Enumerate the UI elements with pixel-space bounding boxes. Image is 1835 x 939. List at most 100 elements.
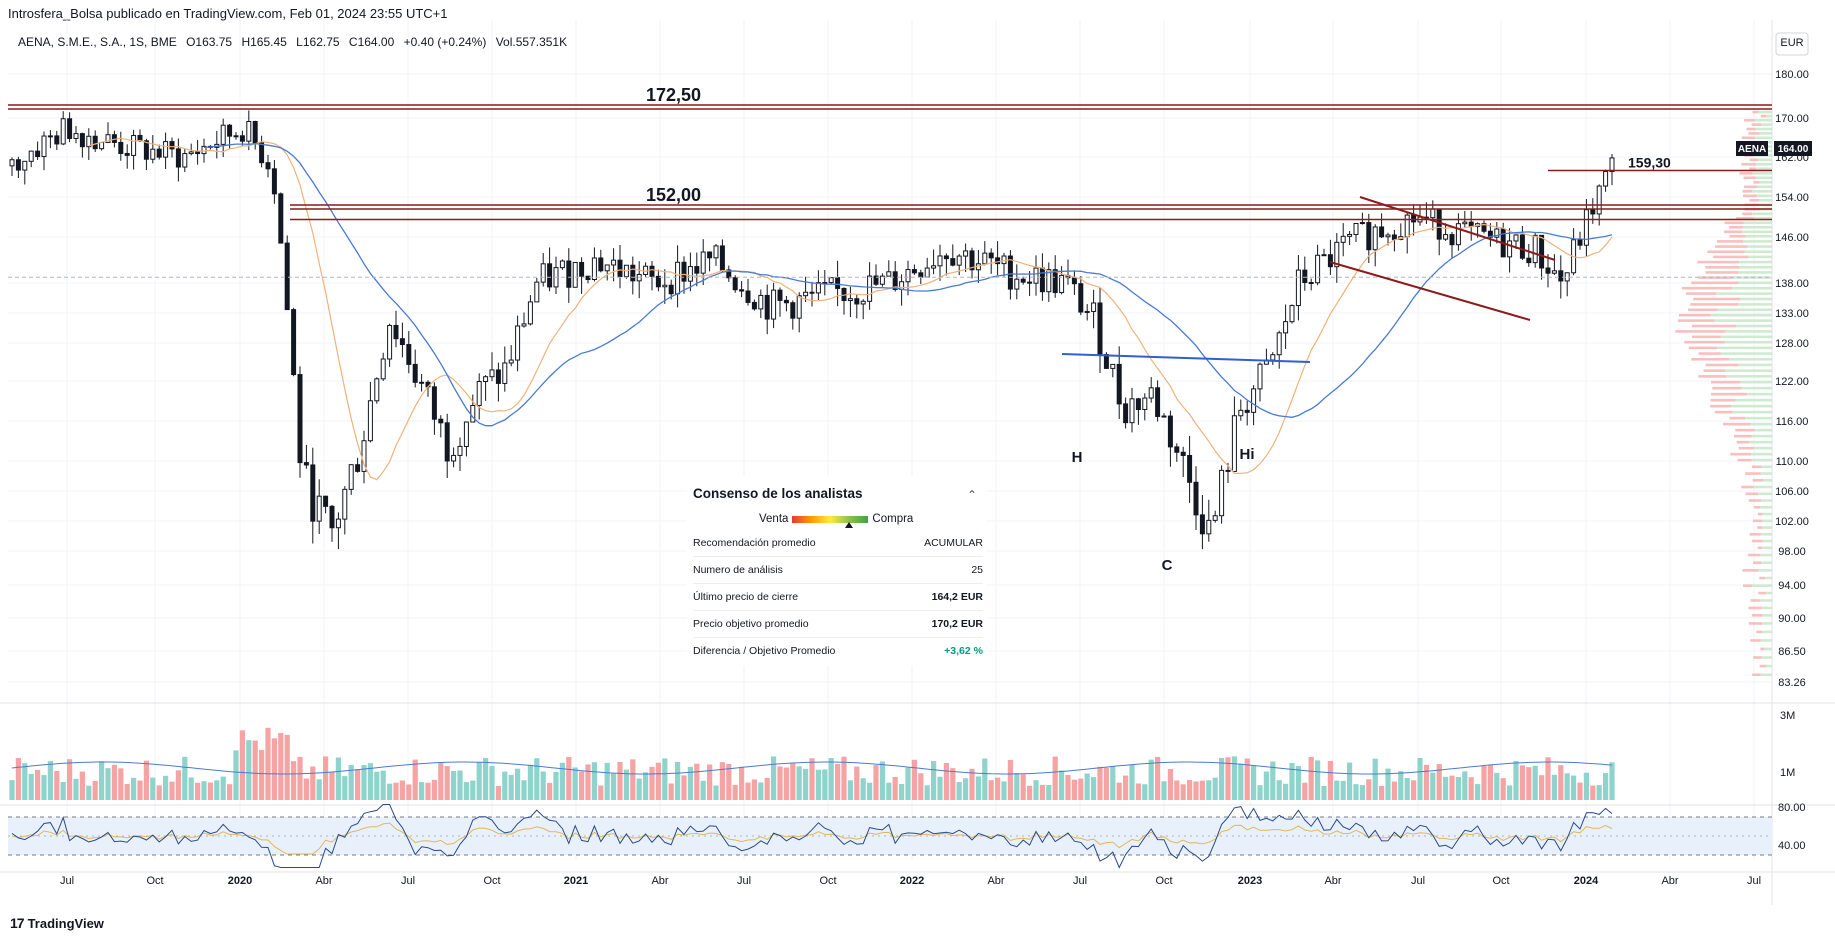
volume-profile-bar <box>1749 199 1759 202</box>
volume-profile-bar <box>1734 434 1752 438</box>
candle-body <box>9 159 15 167</box>
volume-profile-bar <box>1764 647 1772 651</box>
collapse-icon[interactable]: ⌃ <box>966 488 977 502</box>
tradingview-footer[interactable]: 17 TradingView <box>10 915 104 931</box>
y-tick-label: 90.00 <box>1778 613 1806 625</box>
volume-bar <box>22 763 28 800</box>
volume-profile-bar <box>1757 526 1763 529</box>
rsi-average-line <box>11 822 1613 855</box>
candle-body <box>143 140 149 160</box>
volume-profile-bar <box>1738 303 1772 306</box>
candle-body <box>86 135 92 148</box>
volume-bar <box>399 780 405 800</box>
volume-bar <box>1187 779 1193 800</box>
pattern-label: Hi <box>1240 446 1255 463</box>
y-tick-label: 128.00 <box>1775 338 1809 350</box>
volume-profile-bar <box>1755 127 1772 131</box>
candle-body <box>591 257 597 281</box>
row-value: +3,62 % <box>944 645 983 657</box>
x-tick-label: Abr <box>1324 875 1341 887</box>
volume-profile-bar <box>1760 553 1772 557</box>
volume-bar <box>604 762 610 800</box>
volume-profile-bar <box>1732 410 1772 414</box>
x-tick-label: 2021 <box>564 875 588 887</box>
volume-bar <box>508 774 514 800</box>
volume-profile-bar <box>1753 217 1772 220</box>
candle-body <box>1404 214 1410 238</box>
volume-profile-bar <box>1750 422 1772 426</box>
volume-bar <box>675 761 681 800</box>
candle-body <box>1295 269 1301 307</box>
candle-body <box>777 289 783 301</box>
volume-profile-bar <box>1752 479 1763 482</box>
candle-body <box>489 369 495 378</box>
candle-body <box>1558 270 1564 282</box>
volume-profile-bar <box>1741 163 1756 166</box>
volume-bar <box>1283 783 1289 800</box>
candle-body <box>15 159 21 171</box>
volume-bar <box>873 765 879 800</box>
volume-profile-bar <box>1740 380 1772 384</box>
volume-bar <box>841 756 847 800</box>
candle-body <box>1231 415 1237 472</box>
volume-bar <box>822 769 828 800</box>
volume-bar <box>655 762 661 800</box>
candle-body <box>35 150 41 158</box>
volume-profile-bar <box>1759 132 1772 135</box>
volume-profile-bar <box>1698 375 1727 378</box>
volume-profile-bar <box>1766 114 1772 118</box>
volume-profile-bar <box>1726 375 1772 378</box>
candle-body <box>1251 388 1257 413</box>
level-label-159: 159,30 <box>1628 155 1671 171</box>
candle-body <box>579 261 585 277</box>
volume-profile-bar <box>1729 357 1772 361</box>
candle-body <box>438 418 444 424</box>
volume-bar <box>476 762 482 800</box>
volume-bar <box>1084 773 1090 800</box>
candle-body <box>1481 223 1487 232</box>
candle-body <box>969 250 975 271</box>
candle-body <box>1340 235 1346 243</box>
volume-profile-bar <box>1698 352 1721 355</box>
volume-profile-bar <box>1753 446 1772 450</box>
volume-profile-bar <box>1762 539 1772 543</box>
candle-body <box>329 505 335 529</box>
volume-profile-bar <box>1752 172 1772 175</box>
volume-bar <box>1551 774 1557 800</box>
candle-body <box>54 135 60 145</box>
volume-profile-bar <box>1752 110 1759 114</box>
volume-bar <box>67 759 73 800</box>
candle-body <box>694 266 700 274</box>
candle-body <box>1206 519 1212 535</box>
volume-bar <box>1001 781 1007 800</box>
volume-bar <box>1411 780 1417 800</box>
candle-body <box>1103 354 1109 369</box>
volume-bar <box>783 767 789 800</box>
volume-profile-bar <box>1757 185 1772 189</box>
volume-bar <box>1110 766 1116 800</box>
volume-bar <box>732 784 738 800</box>
volume-bar <box>1449 775 1455 800</box>
candle-body <box>156 148 162 158</box>
volume-bar <box>911 759 917 800</box>
candle-body <box>758 294 764 310</box>
volume-profile-bar <box>1756 176 1772 180</box>
candle-body <box>227 124 233 137</box>
volume-bar <box>1295 766 1301 800</box>
volume-profile-bar <box>1677 319 1715 322</box>
volume-profile-bar <box>1758 492 1772 496</box>
volume-bar <box>1590 785 1596 800</box>
volume-bar <box>1206 780 1212 800</box>
candle-body <box>1539 234 1545 269</box>
pattern-label: C <box>1162 557 1173 574</box>
volume-profile-bar <box>1753 561 1762 564</box>
moving-average-slow <box>203 142 1613 427</box>
volume-bar <box>1468 777 1474 800</box>
volume-profile-bar <box>1729 235 1746 238</box>
candle-body <box>355 464 361 472</box>
volume-bar <box>131 777 137 800</box>
volume-profile-bar <box>1742 569 1759 572</box>
candle-body <box>303 462 309 466</box>
candle-body <box>1033 267 1039 284</box>
